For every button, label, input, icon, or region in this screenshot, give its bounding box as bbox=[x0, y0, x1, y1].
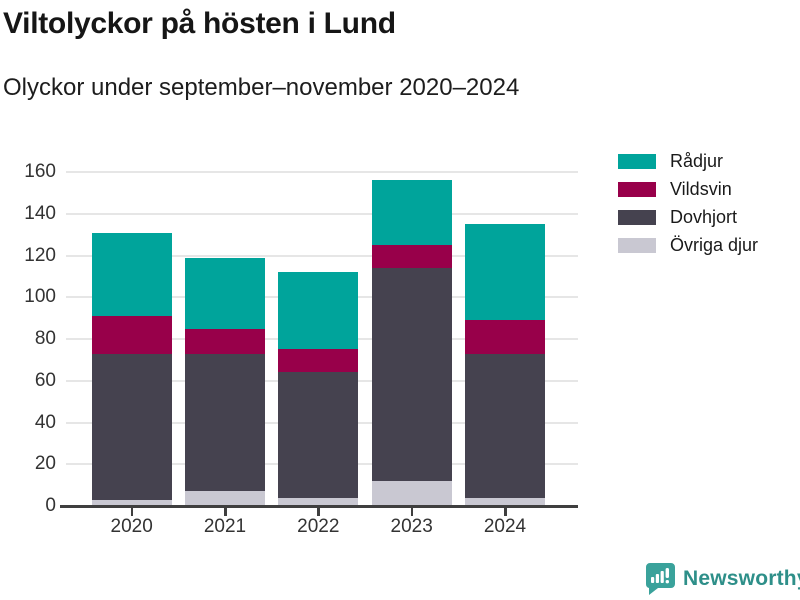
legend-label-Rådjur: Rådjur bbox=[670, 150, 724, 171]
x-tick-label-2020: 2020 bbox=[110, 516, 153, 537]
x-tick-2024 bbox=[504, 508, 507, 516]
x-tick-label-2022: 2022 bbox=[297, 516, 340, 537]
gridline-160 bbox=[66, 171, 578, 173]
bar-2023-Vildsvin bbox=[371, 245, 452, 269]
x-tick-2022 bbox=[317, 508, 320, 516]
y-tick-label-120: 120 bbox=[24, 244, 56, 266]
bar-2024-Dovhjort bbox=[465, 353, 545, 498]
chart-title: Viltolyckor på hösten i Lund bbox=[3, 7, 396, 40]
x-tick-2023 bbox=[410, 508, 414, 516]
bar-2024-Vildsvin bbox=[465, 320, 545, 354]
x-tick-2021 bbox=[224, 508, 227, 516]
x-axis-line bbox=[60, 505, 578, 508]
legend-row-Vildsvin: Vildsvin bbox=[618, 175, 758, 203]
bar-2024-Övriga djur bbox=[465, 497, 545, 506]
chart-subtitle: Olyckor under september–november 2020–20… bbox=[3, 74, 520, 101]
bar-2020-Övriga djur bbox=[91, 499, 172, 506]
bar-2023-Rådjur bbox=[371, 180, 452, 246]
bar-2022-Vildsvin bbox=[278, 349, 359, 373]
bar-2021-Dovhjort bbox=[185, 353, 265, 492]
bar-2022-Övriga djur bbox=[278, 497, 359, 506]
x-tick-label-2023: 2023 bbox=[390, 516, 433, 537]
bar-2020-Vildsvin bbox=[91, 316, 172, 354]
x-tick-label-2021: 2021 bbox=[203, 516, 247, 537]
bar-2023-Övriga djur bbox=[371, 480, 452, 506]
newsworthy-logo-icon bbox=[645, 563, 675, 595]
legend-swatch-Vildsvin bbox=[618, 181, 656, 197]
y-tick-label-20: 20 bbox=[34, 453, 56, 475]
plot-area bbox=[66, 171, 578, 506]
legend-swatch-Dovhjort bbox=[618, 209, 656, 225]
newsworthy-wordmark: Newsworthy bbox=[683, 566, 800, 590]
y-tick-label-40: 40 bbox=[34, 411, 56, 433]
legend-row-Dovhjort: Dovhjort bbox=[618, 203, 758, 231]
bar-2022-Rådjur bbox=[278, 272, 359, 350]
y-tick-label-60: 60 bbox=[34, 369, 56, 391]
bar-2021-Vildsvin bbox=[185, 328, 265, 354]
legend-row-Rådjur: Rådjur bbox=[618, 147, 758, 175]
y-tick-label-160: 160 bbox=[24, 161, 56, 182]
gridline-140 bbox=[66, 212, 578, 215]
y-tick-label-140: 140 bbox=[24, 202, 56, 224]
x-tick-2020 bbox=[130, 508, 134, 516]
legend-label-Vildsvin: Vildsvin bbox=[670, 178, 732, 199]
y-tick-label-80: 80 bbox=[34, 328, 56, 349]
y-tick-label-0: 0 bbox=[45, 495, 56, 516]
legend-swatch-Rådjur bbox=[618, 153, 656, 169]
legend: Rådjur Vildsvin Dovhjort Övriga djur bbox=[618, 147, 758, 259]
bar-2022-Dovhjort bbox=[278, 372, 359, 498]
legend-swatch-Övriga djur bbox=[618, 237, 656, 253]
bar-2020-Rådjur bbox=[91, 232, 172, 317]
brand-footer: Newsworthy bbox=[644, 562, 800, 595]
legend-label-Dovhjort: Dovhjort bbox=[670, 206, 738, 227]
y-tick-label-100: 100 bbox=[24, 286, 56, 308]
bar-2023-Dovhjort bbox=[371, 268, 452, 481]
bar-2020-Dovhjort bbox=[91, 353, 172, 500]
legend-row-Övriga djur: Övriga djur bbox=[618, 231, 758, 259]
legend-label-Övriga djur: Övriga djur bbox=[670, 234, 759, 255]
gridline-120 bbox=[66, 254, 578, 257]
x-tick-label-2024: 2024 bbox=[483, 516, 527, 537]
bar-2024-Rådjur bbox=[465, 224, 545, 321]
bar-2021-Rådjur bbox=[185, 257, 265, 329]
bar-2021-Övriga djur bbox=[185, 491, 265, 506]
